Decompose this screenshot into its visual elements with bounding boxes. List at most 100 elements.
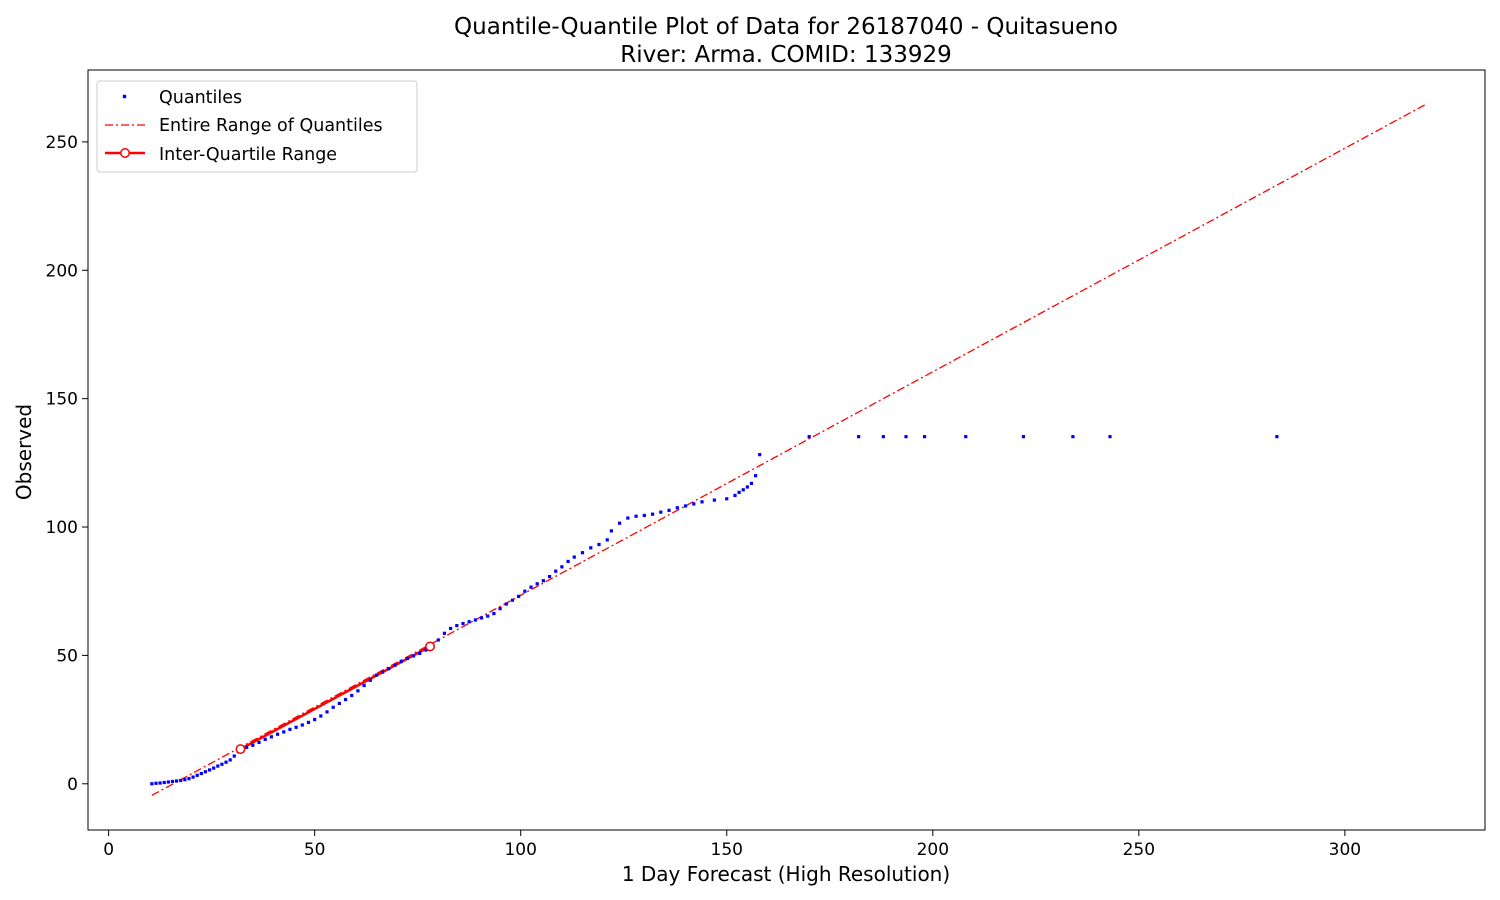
quantile-point (300, 723, 304, 727)
quantile-point (541, 579, 545, 583)
quantile-point (753, 474, 758, 478)
x-tick-label: 200 (917, 840, 949, 860)
quantile-point (589, 546, 593, 550)
plot-frame (87, 69, 1486, 831)
quantile-point (350, 693, 354, 698)
quantile-point (343, 697, 348, 702)
quantile-point (473, 618, 477, 622)
quantile-point (337, 701, 341, 706)
quantile-point (224, 760, 228, 764)
quantile-point (158, 781, 162, 785)
quantile-point (319, 714, 323, 718)
quantile-point (257, 740, 261, 745)
quantile-point (418, 651, 422, 655)
quantile-point (356, 689, 360, 693)
quantile-point (325, 710, 329, 714)
legend-entire-range-label: Entire Range of Quantiles (159, 116, 383, 136)
quantile-point (1071, 435, 1075, 439)
quantile-point (642, 513, 646, 518)
quantile-point (881, 435, 885, 439)
quantile-point (904, 435, 908, 439)
quantile-point (807, 435, 811, 439)
quantile-point (597, 542, 601, 547)
quantile-point (162, 780, 166, 785)
quantile-point (442, 631, 447, 635)
iqr-line (239, 645, 431, 751)
legend-iqr-marker (120, 148, 130, 158)
quantile-point (263, 737, 267, 741)
quantile-point (554, 569, 558, 573)
legend-frame (96, 80, 418, 173)
quantile-point (216, 764, 220, 768)
y-tick-label: 250 (46, 133, 78, 153)
quantile-point (712, 498, 716, 502)
quantile-point (313, 717, 317, 722)
y-tick-label: 100 (46, 518, 78, 538)
quantile-point (411, 654, 416, 658)
quantile-point (207, 768, 212, 772)
quantile-point (737, 490, 741, 494)
quantile-point (498, 607, 502, 611)
quantile-point (605, 538, 609, 542)
quantile-point (275, 732, 280, 736)
quantile-point (455, 624, 459, 628)
legend-iqr-label: Inter-Quartile Range (159, 145, 337, 165)
quantile-point (183, 778, 187, 782)
quantile-point (232, 754, 236, 758)
quantile-point (692, 502, 696, 506)
quantile-point (650, 512, 655, 516)
x-tick-label: 50 (304, 840, 326, 860)
quantile-point (566, 559, 570, 564)
quantile-point (154, 781, 158, 785)
x-tick-label: 300 (1329, 840, 1361, 860)
quantile-point (393, 663, 397, 667)
quantile-point (922, 435, 927, 439)
legend: Quantiles Entire Range of Quantiles Inte… (96, 80, 418, 173)
y-tick-label: 150 (46, 390, 78, 410)
x-tick-label: 150 (711, 840, 743, 860)
quantile-point (547, 574, 552, 579)
quantile-point (294, 725, 298, 729)
y-tick-label: 200 (46, 261, 78, 281)
x-axis-label: 1 Day Forecast (High Resolution) (622, 862, 950, 886)
quantile-point (387, 667, 391, 671)
quantile-point (436, 638, 440, 642)
quantile-point (1275, 435, 1279, 439)
quantile-point (700, 500, 704, 504)
y-axis-label: Observed (12, 404, 36, 500)
quantile-point (745, 485, 749, 489)
plot-content: 0 50 100 150 200 250 300 0 50 100 150 200 250 (46, 69, 1486, 860)
quantile-point (374, 673, 379, 677)
quantile-point (580, 551, 585, 555)
quantile-point (368, 678, 372, 682)
quantile-point (504, 602, 508, 606)
quantile-point (220, 762, 224, 766)
x-tick-label: 250 (1123, 840, 1155, 860)
quantile-point (449, 626, 453, 631)
quantile-point (228, 758, 232, 762)
quantile-point (467, 620, 471, 624)
iqr-end-marker (235, 744, 246, 755)
x-tick-label: 0 (103, 840, 114, 860)
quantile-point (1021, 435, 1026, 439)
quantile-point (306, 720, 311, 725)
quantile-point (675, 506, 679, 510)
quantile-point (191, 775, 195, 779)
quantile-point (212, 766, 216, 770)
quantile-point (609, 529, 613, 533)
quantile-point (187, 777, 191, 781)
x-tick-label: 100 (504, 840, 536, 860)
quantile-point (535, 582, 539, 586)
quantile-point (461, 621, 465, 626)
quantile-point (150, 782, 154, 786)
quantile-point (683, 504, 688, 508)
quantile-point (667, 508, 671, 512)
quantile-point (424, 648, 428, 652)
quantile-point (399, 659, 403, 664)
quantile-point (725, 497, 729, 501)
quantile-point (618, 521, 622, 525)
quantile-point (362, 683, 366, 688)
quantile-point (269, 735, 273, 739)
